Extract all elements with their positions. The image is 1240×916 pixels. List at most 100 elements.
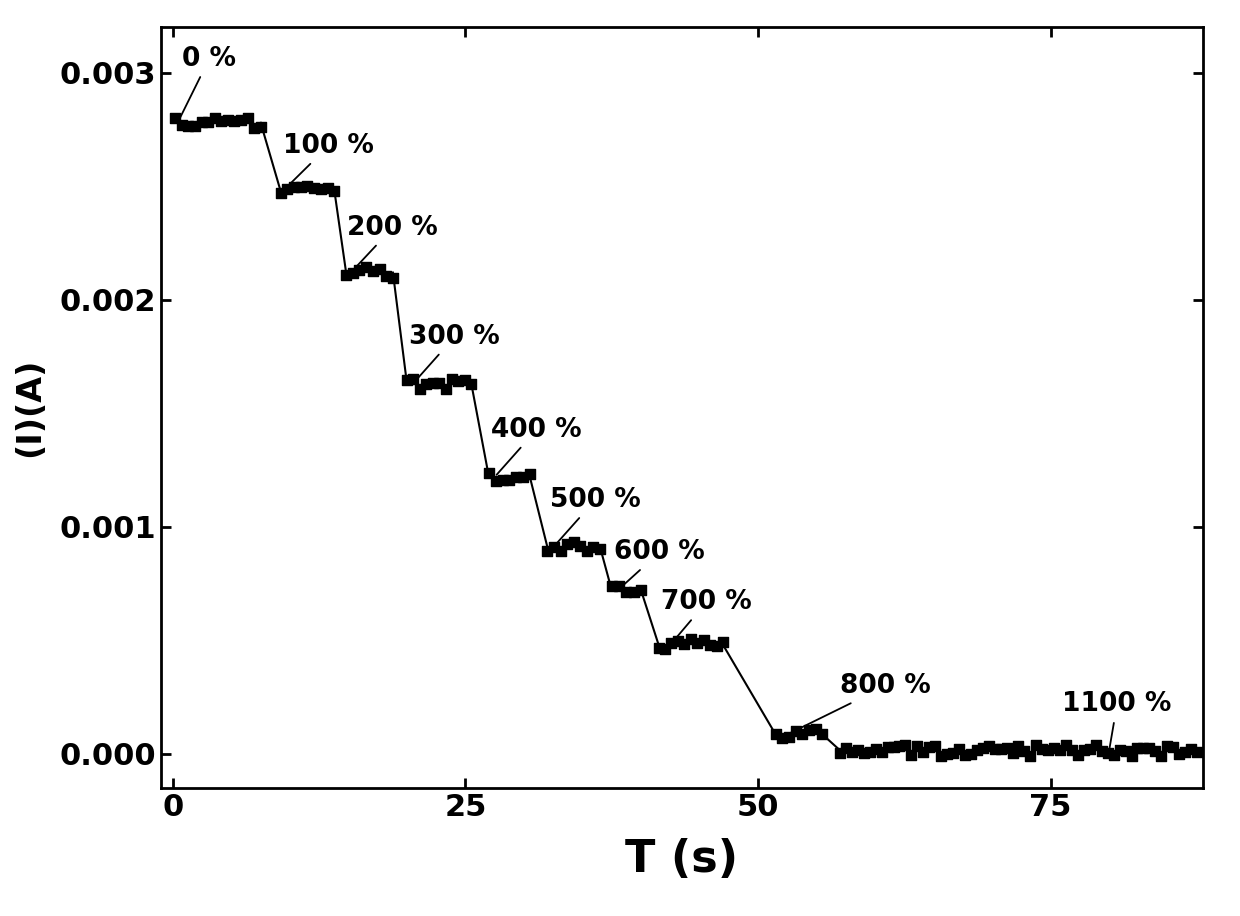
Point (967, 743, 987, 758)
Point (1176, 745, 1195, 759)
Point (631, 583, 651, 597)
Point (1044, 741, 1064, 756)
Point (830, 746, 849, 760)
Point (961, 747, 981, 762)
Point (662, 636, 682, 650)
Point (192, 114, 212, 129)
Point (1074, 742, 1094, 757)
Point (978, 739, 998, 754)
Point (557, 537, 577, 551)
Point (298, 179, 317, 193)
Point (551, 543, 570, 558)
Point (668, 634, 688, 649)
Point (270, 186, 290, 201)
Point (955, 747, 975, 762)
Point (544, 540, 564, 554)
Point (397, 373, 417, 387)
Point (601, 579, 621, 594)
Point (455, 373, 475, 387)
Point (570, 539, 590, 553)
Point (1086, 738, 1106, 753)
Point (1187, 745, 1207, 759)
Point (198, 114, 218, 129)
Point (350, 263, 370, 278)
Point (919, 739, 939, 754)
Point (172, 117, 192, 132)
Point (1056, 738, 1076, 753)
Point (500, 473, 520, 487)
Point (363, 263, 383, 278)
Point (165, 111, 185, 125)
Point (931, 748, 951, 763)
Text: 600 %: 600 % (614, 540, 704, 588)
Point (410, 382, 430, 397)
Point (1151, 748, 1171, 763)
Point (1133, 740, 1153, 755)
Point (376, 269, 396, 284)
Point (1110, 743, 1130, 758)
Point (461, 376, 481, 391)
Point (486, 474, 506, 489)
Point (423, 376, 443, 391)
Point (1003, 746, 1023, 760)
Point (985, 741, 1004, 756)
Point (997, 741, 1017, 756)
Point (218, 113, 238, 127)
Point (687, 636, 707, 650)
Point (449, 374, 469, 388)
Text: 200 %: 200 % (347, 215, 438, 270)
Point (1063, 743, 1083, 758)
Point (884, 740, 904, 755)
Point (1127, 741, 1147, 756)
Point (675, 637, 694, 651)
Point (908, 738, 928, 753)
Point (520, 467, 539, 482)
Point (1116, 744, 1136, 758)
Point (1122, 748, 1142, 763)
Point (792, 727, 812, 742)
X-axis label: T (s): T (s) (625, 838, 739, 881)
Point (584, 540, 604, 555)
Point (1092, 744, 1112, 758)
Point (304, 181, 324, 196)
Point (1169, 747, 1189, 761)
Point (806, 722, 826, 736)
Point (205, 110, 224, 125)
Point (937, 747, 957, 761)
Point (336, 267, 356, 282)
Text: 300 %: 300 % (409, 323, 500, 382)
Point (609, 578, 629, 593)
Point (616, 584, 636, 599)
Point (417, 376, 436, 391)
Point (1140, 740, 1159, 755)
Point (506, 470, 526, 485)
Point (1033, 741, 1053, 756)
Point (681, 632, 701, 647)
Text: 400 %: 400 % (491, 417, 582, 474)
Point (479, 466, 498, 481)
Point (1021, 748, 1040, 763)
Point (1008, 738, 1028, 753)
Point (949, 742, 968, 757)
Point (973, 741, 993, 756)
Point (429, 376, 449, 390)
Point (836, 740, 856, 755)
Point (356, 259, 376, 274)
Point (250, 120, 270, 135)
Point (655, 642, 675, 657)
Point (872, 745, 892, 759)
Point (278, 181, 298, 196)
Point (842, 745, 862, 759)
Point (224, 114, 244, 128)
Point (866, 741, 885, 756)
Point (185, 119, 205, 134)
Point (707, 639, 727, 654)
Point (991, 742, 1011, 757)
Point (231, 113, 250, 127)
Point (766, 727, 786, 742)
Point (713, 635, 733, 649)
Point (848, 743, 868, 758)
Point (370, 262, 389, 277)
Point (590, 541, 610, 556)
Point (701, 638, 720, 652)
